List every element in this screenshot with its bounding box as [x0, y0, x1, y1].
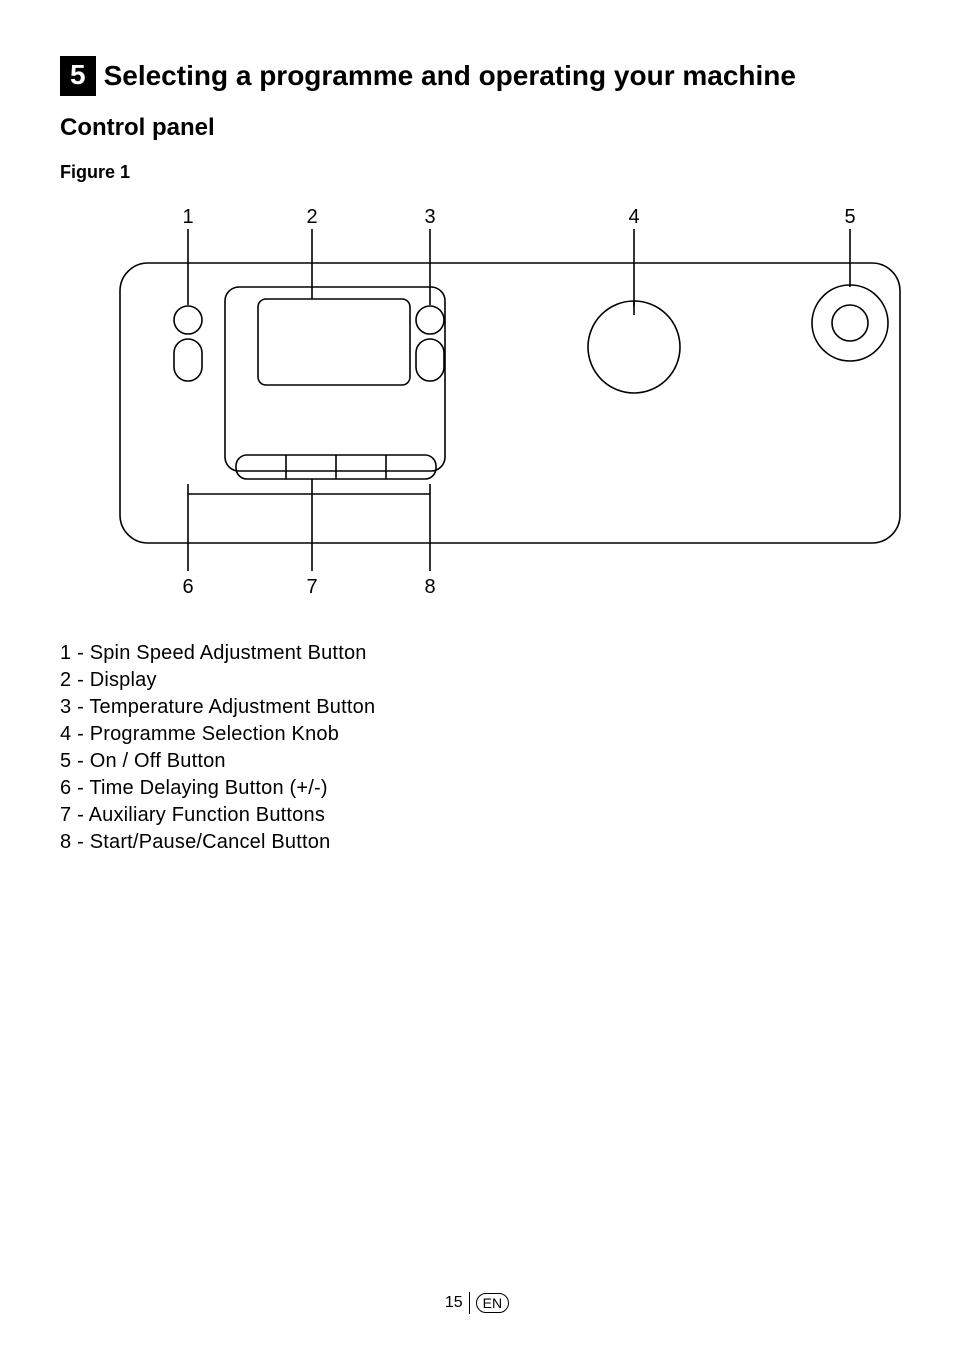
control-panel-diagram: 1 2 3 4 5 6 7 8 — [60, 199, 894, 604]
legend-item: 3 - Temperature Adjustment Button — [60, 694, 894, 721]
svg-text:3: 3 — [424, 206, 435, 228]
legend-item: 8 - Start/Pause/Cancel Button — [60, 829, 894, 856]
legend-item: 7 - Auxiliary Function Buttons — [60, 802, 894, 829]
footer-divider — [469, 1292, 470, 1314]
legend-item: 2 - Display — [60, 667, 894, 694]
section-title: Selecting a programme and operating your… — [104, 60, 796, 92]
section-number: 5 — [60, 56, 96, 96]
page-footer: 15 EN — [0, 1292, 954, 1314]
svg-text:1: 1 — [182, 206, 193, 228]
legend-list: 1 - Spin Speed Adjustment Button 2 - Dis… — [60, 640, 894, 856]
language-badge: EN — [476, 1293, 509, 1313]
svg-text:6: 6 — [182, 576, 193, 598]
page-number: 15 — [445, 1294, 463, 1312]
figure-label: Figure 1 — [60, 162, 894, 183]
legend-item: 1 - Spin Speed Adjustment Button — [60, 640, 894, 667]
section-heading: 5 Selecting a programme and operating yo… — [60, 56, 894, 96]
svg-text:5: 5 — [844, 206, 855, 228]
legend-item: 5 - On / Off Button — [60, 748, 894, 775]
svg-text:2: 2 — [306, 206, 317, 228]
svg-text:8: 8 — [424, 576, 435, 598]
subheading-control-panel: Control panel — [60, 114, 894, 142]
legend-item: 6 - Time Delaying Button (+/-) — [60, 775, 894, 802]
svg-text:4: 4 — [628, 206, 639, 228]
legend-item: 4 - Programme Selection Knob — [60, 721, 894, 748]
svg-text:7: 7 — [306, 576, 317, 598]
